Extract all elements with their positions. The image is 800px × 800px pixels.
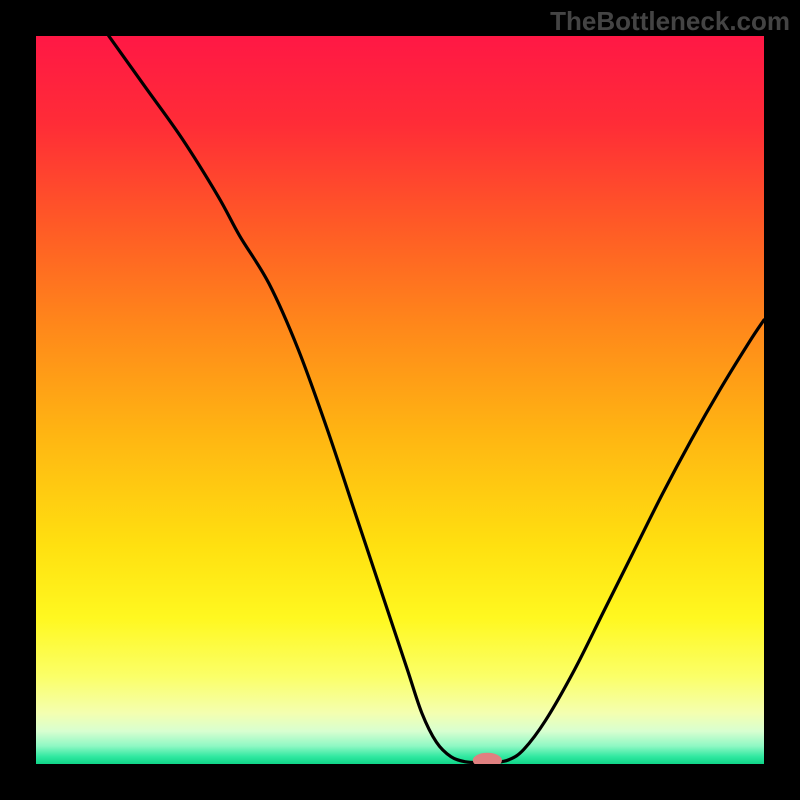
- chart-container: TheBottleneck.com: [0, 0, 800, 800]
- gradient-background: [36, 36, 764, 764]
- watermark-text: TheBottleneck.com: [550, 6, 790, 37]
- plot-area: [36, 36, 764, 764]
- bottleneck-chart-svg: [36, 36, 764, 764]
